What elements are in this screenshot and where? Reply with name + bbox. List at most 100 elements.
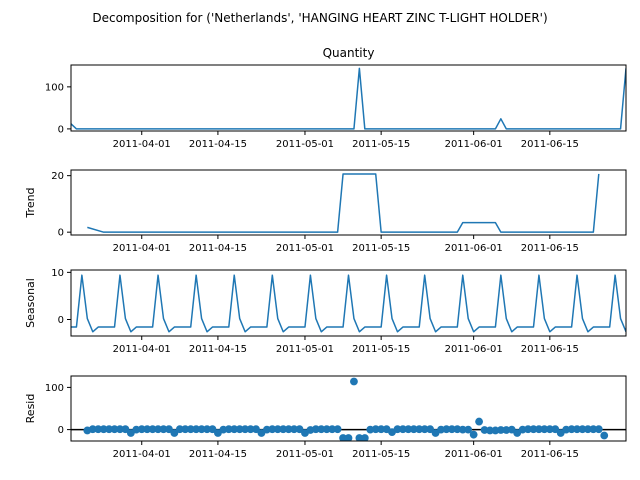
trend-marks <box>87 173 600 233</box>
resid-point <box>404 425 413 434</box>
resid-point <box>224 425 233 434</box>
x-tick-label: 2011-05-15 <box>352 344 410 355</box>
panel-resid: Resid 0 100 2011-04-01 2011-04-15 2011-05-01 2… <box>24 375 627 460</box>
resid-point <box>464 425 473 434</box>
seasonal-marks <box>71 274 626 333</box>
panel-trend: Trend 0 20 2011-04-01 2011-04-15 2011-05-01 20… <box>24 169 627 254</box>
resid-point <box>333 425 342 434</box>
y-tick-label: 100 <box>45 82 64 93</box>
resid-point <box>486 426 494 435</box>
resid-point <box>458 425 467 434</box>
seasonal-line <box>71 274 626 333</box>
resid-point <box>192 425 201 434</box>
resid-point <box>88 425 97 434</box>
resid-point <box>409 425 418 434</box>
resid-point <box>170 429 179 437</box>
resid-point <box>246 425 255 434</box>
resid-point <box>447 425 456 434</box>
resid-point <box>94 425 103 434</box>
panel-observed: Quantity 0 100 2011-04-01 2011-04-15 2011-05-… <box>45 46 627 150</box>
x-tick-label: 2011-06-15 <box>521 344 579 355</box>
plot-frame <box>70 64 627 132</box>
resid-point <box>469 430 478 439</box>
x-tick-label: 2011-05-15 <box>352 243 410 254</box>
y-tick-label: 0 <box>58 315 64 326</box>
resid-point <box>322 425 331 434</box>
resid-point <box>578 425 587 434</box>
panel-title: Quantity <box>323 46 375 60</box>
resid-point <box>165 425 173 434</box>
x-tick-label: 2011-06-15 <box>521 449 579 460</box>
resid-point <box>268 425 277 434</box>
x-tick-label: 2011-05-01 <box>276 344 334 355</box>
observed-line <box>71 67 626 130</box>
y-tick-label: 0 <box>58 425 64 436</box>
resid-point <box>203 425 211 434</box>
plot-frame <box>70 169 627 236</box>
resid-point <box>197 425 206 434</box>
resid-point <box>573 425 581 434</box>
resid-point <box>290 425 298 434</box>
resid-point <box>540 425 549 434</box>
resid-point <box>317 425 326 434</box>
x-tick-label: 2011-04-15 <box>189 344 247 355</box>
resid-point <box>143 425 152 434</box>
trend-ylabel: Trend <box>24 187 37 218</box>
resid-point <box>273 425 282 434</box>
x-tick-label: 2011-05-15 <box>352 139 410 150</box>
resid-point <box>420 425 429 434</box>
resid-point <box>99 425 108 434</box>
resid-point <box>159 425 168 434</box>
resid-point <box>529 425 538 434</box>
resid-point <box>393 425 402 434</box>
resid-point <box>105 425 113 434</box>
resid-point <box>148 425 157 434</box>
resid-point <box>567 425 576 434</box>
resid-point <box>545 425 554 434</box>
resid-point <box>252 425 260 434</box>
resid-point <box>328 425 337 434</box>
x-tick-label: 2011-06-01 <box>445 344 503 355</box>
resid-point <box>589 425 598 434</box>
x-tick-label: 2011-06-01 <box>445 139 503 150</box>
plot-frame <box>70 375 627 442</box>
resid-ylabel: Resid <box>24 394 37 424</box>
x-tick-label: 2011-04-15 <box>189 449 247 460</box>
x-tick-label: 2011-04-15 <box>189 243 247 254</box>
x-tick-label: 2011-05-15 <box>352 449 410 460</box>
x-tick-label: 2011-04-01 <box>113 449 171 460</box>
resid-point <box>186 425 195 434</box>
resid-point <box>415 425 424 434</box>
x-tick-label: 2011-04-01 <box>113 243 171 254</box>
resid-point <box>371 425 380 434</box>
resid-point <box>284 425 293 434</box>
resid-point <box>311 425 320 434</box>
resid-point <box>399 425 407 434</box>
resid-point <box>208 425 217 434</box>
resid-point <box>295 425 304 434</box>
x-tick-label: 2011-05-01 <box>276 243 334 254</box>
resid-point <box>154 425 162 434</box>
resid-point <box>442 425 451 434</box>
resid-point <box>175 425 184 434</box>
resid-point <box>535 425 543 434</box>
resid-point <box>426 425 435 434</box>
x-tick-label: 2011-05-01 <box>276 139 334 150</box>
observed-marks <box>71 67 626 130</box>
resid-point <box>137 425 146 434</box>
y-tick-label: 0 <box>58 228 64 239</box>
plot-frame <box>70 269 627 337</box>
resid-point <box>496 426 505 434</box>
resid-point <box>524 425 532 434</box>
resid-point <box>594 425 603 434</box>
x-tick-label: 2011-04-01 <box>113 344 171 355</box>
resid-point <box>241 425 250 434</box>
resid-point <box>350 377 358 386</box>
resid-point <box>279 425 288 434</box>
figure-title: Decomposition for ('Netherlands', 'HANGI… <box>92 11 547 25</box>
resid-point <box>600 431 609 440</box>
seasonal-ylabel: Seasonal <box>24 278 37 328</box>
resid-point <box>116 425 124 434</box>
resid-point <box>235 425 244 434</box>
